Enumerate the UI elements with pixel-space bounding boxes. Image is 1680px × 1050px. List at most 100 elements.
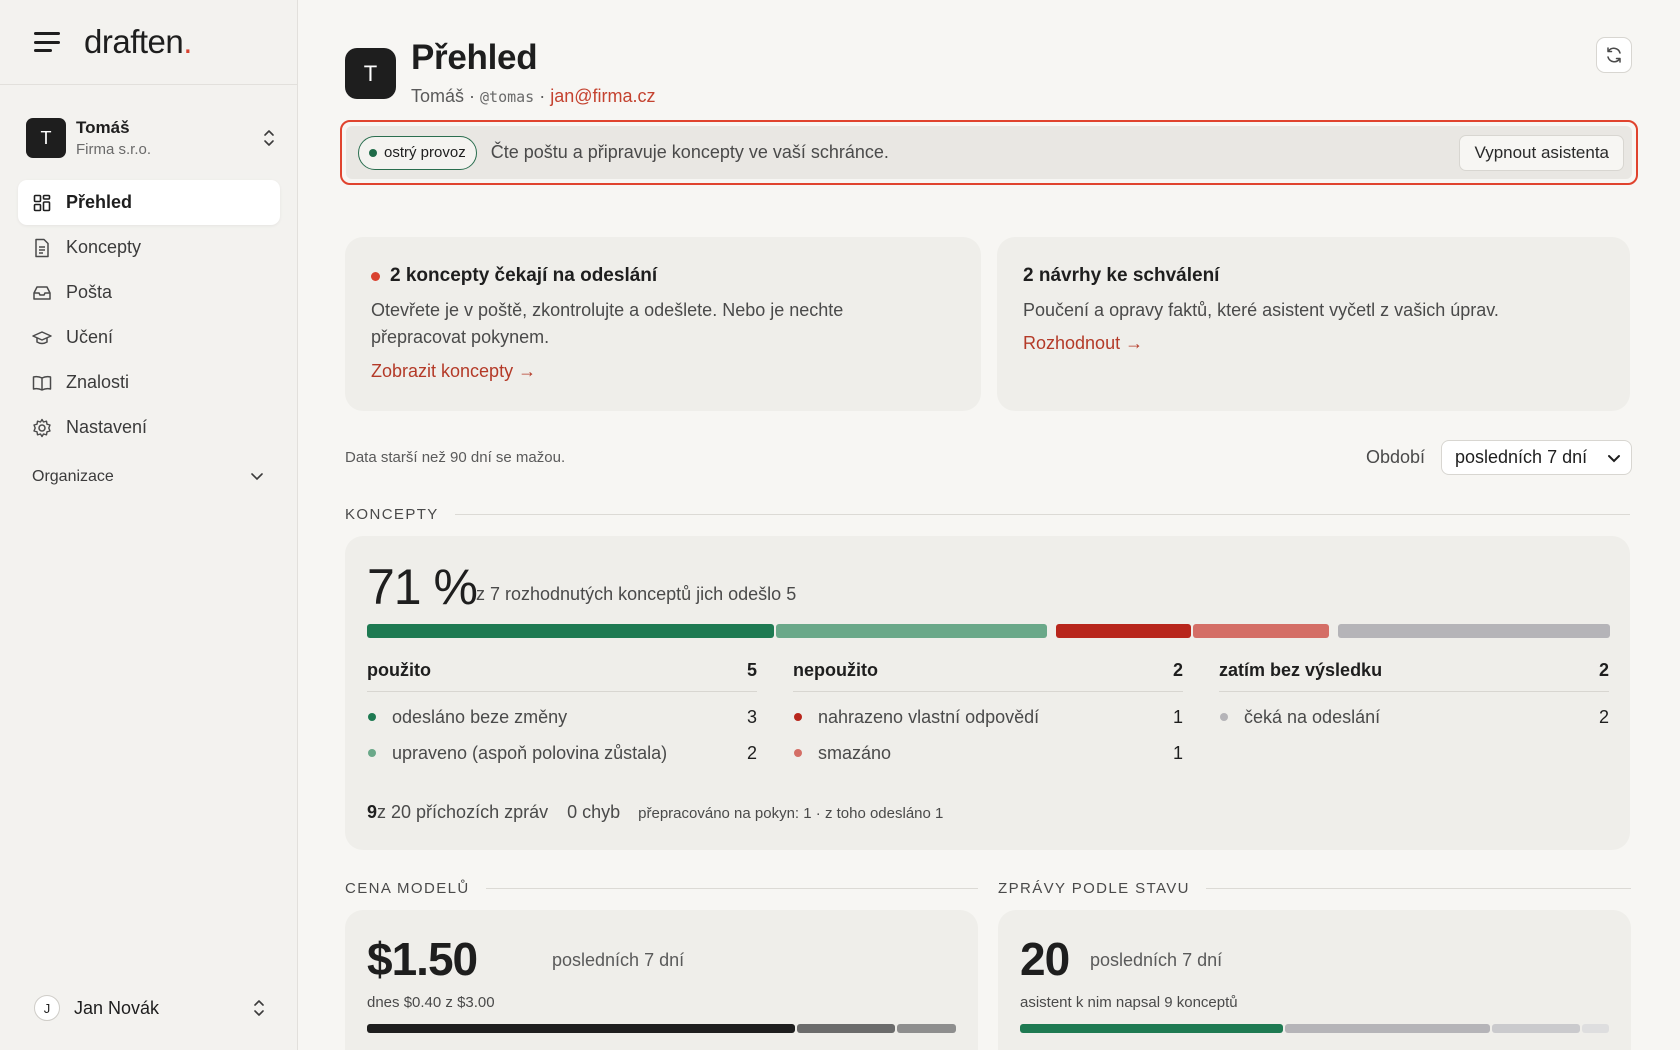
column-pouzito: použito 5 odesláno beze změny 3 upraveno (… bbox=[367, 660, 757, 764]
section-title: KONCEPTY bbox=[345, 506, 439, 523]
row-label: odesláno beze změny bbox=[392, 706, 568, 727]
chevron-down-icon bbox=[1608, 455, 1620, 463]
sidebar-item-prehled[interactable]: Přehled bbox=[18, 180, 280, 225]
book-icon bbox=[32, 373, 52, 393]
disable-assistant-button[interactable]: Vypnout asistenta bbox=[1459, 134, 1624, 171]
user-avatar: J bbox=[34, 995, 60, 1021]
column-header: nepoužito 2 bbox=[793, 660, 1183, 692]
row-label: nahrazeno vlastní odpovědí bbox=[818, 706, 1040, 727]
list-item: odesláno beze změny 3 bbox=[367, 706, 757, 728]
row-value: 1 bbox=[1172, 742, 1183, 763]
pending-drafts-card: 2 koncepty čekají na odeslání Otevřete j… bbox=[345, 237, 981, 411]
column-title: použito bbox=[367, 660, 431, 680]
row-label: čeká na odeslání bbox=[1244, 706, 1381, 727]
cost-period: posledních 7 dní bbox=[552, 950, 685, 970]
org-name: Tomáš bbox=[76, 118, 130, 137]
chevron-up-down-icon bbox=[254, 1000, 264, 1016]
header-avatar: T bbox=[345, 48, 396, 99]
proposals-card: 2 návrhy ke schválení Poučení a opravy f… bbox=[997, 237, 1630, 411]
cost-value: $1.50 bbox=[367, 933, 478, 985]
period-select[interactable]: posledních 7 dní bbox=[1441, 440, 1632, 475]
sidebar-item-znalosti[interactable]: Znalosti bbox=[18, 360, 280, 405]
show-drafts-link[interactable]: Zobrazit koncepty → bbox=[371, 361, 537, 381]
sidebar-nav: Přehled Koncepty Pošta Učení Znalosti Na… bbox=[18, 180, 280, 450]
list-item: upraveno (aspoň polovina zůstala) 2 bbox=[367, 742, 757, 764]
chevron-up-down-icon bbox=[264, 130, 274, 146]
messages-by-status-card: 20 posledních 7 dní asistent k nim napsa… bbox=[998, 910, 1631, 1050]
bar-segment-deleted bbox=[1193, 624, 1329, 638]
list-item: smazáno 1 bbox=[793, 742, 1183, 764]
row-value: 1 bbox=[1172, 706, 1183, 727]
organization-switcher[interactable]: T Tomáš Firma s.r.o. bbox=[26, 114, 276, 162]
column-nepouzito: nepoužito 2 nahrazeno vlastní odpovědí 1 s… bbox=[793, 660, 1183, 764]
sidebar-section-organizace[interactable]: Organizace bbox=[32, 468, 264, 486]
legend-dot bbox=[794, 713, 802, 721]
sidebar-item-label: Učení bbox=[66, 327, 114, 347]
column-count: 2 bbox=[1598, 660, 1609, 680]
pending-drafts-title: 2 koncepty čekají na odeslání bbox=[371, 265, 657, 287]
messages-value: 20 bbox=[1020, 933, 1070, 985]
logo[interactable]: draften. bbox=[84, 23, 192, 60]
bar-segment-pending bbox=[1338, 624, 1610, 638]
status-badge-label: ostrý provoz bbox=[384, 144, 466, 161]
sidebar-item-label: Nastavení bbox=[66, 417, 148, 437]
column-title: zatím bez výsledku bbox=[1219, 660, 1383, 680]
period-selected-value: posledních 7 dní bbox=[1455, 447, 1588, 467]
refresh-button[interactable] bbox=[1596, 37, 1632, 73]
sidebar-item-posta[interactable]: Pošta bbox=[18, 270, 280, 315]
legend-dot bbox=[368, 749, 376, 757]
account-subline: Tomáš · @tomas · jan@firma.cz bbox=[411, 86, 656, 107]
inbox-icon bbox=[32, 283, 52, 303]
sidebar-item-nastaveni[interactable]: Nastavení bbox=[18, 405, 280, 450]
messages-bar-other bbox=[1285, 1024, 1490, 1033]
bar-segment-edited bbox=[776, 624, 1047, 638]
user-name: Jan Novák bbox=[74, 997, 160, 1018]
legend-dot bbox=[368, 713, 376, 721]
column-title: nepoužito bbox=[793, 660, 878, 680]
column-zatim-bez-vysledku: zatím bez výsledku 2 čeká na odeslání 2 bbox=[1219, 660, 1609, 728]
sidebar-item-label: Pošta bbox=[66, 282, 113, 302]
retention-note: Data starší než 90 dní se mažou. bbox=[345, 449, 566, 466]
alert-dot bbox=[371, 271, 380, 281]
messages-period: posledních 7 dní bbox=[1090, 950, 1223, 970]
legend-dot bbox=[794, 749, 802, 757]
messages-bar-rest bbox=[1582, 1024, 1609, 1033]
chevron-down-icon bbox=[251, 473, 263, 481]
row-value: 2 bbox=[1598, 706, 1609, 727]
pending-drafts-desc: Otevřete je v poště, zkontrolujte a odeš… bbox=[371, 300, 844, 347]
cost-bar-mid bbox=[797, 1024, 895, 1033]
card-title-text: 2 koncepty čekají na odeslání bbox=[390, 265, 658, 286]
concepts-stacked-bar bbox=[367, 624, 1610, 638]
bar-segment-sent-unchanged bbox=[367, 624, 774, 638]
hamburger-menu-icon[interactable] bbox=[34, 32, 60, 52]
list-item: nahrazeno vlastní odpovědí 1 bbox=[793, 706, 1183, 728]
user-switcher[interactable]: J Jan Novák bbox=[34, 994, 266, 1022]
cost-today: dnes $0.40 z $3.00 bbox=[367, 994, 495, 1011]
concepts-card: 71 % z 7 rozhodnutých konceptů jich odeš… bbox=[345, 536, 1630, 850]
section-zpravy-podle-stavu: ZPRÁVY PODLE STAVU bbox=[998, 880, 1631, 897]
sidebar-item-label: Znalosti bbox=[66, 372, 130, 392]
incoming-text: z 20 příchozích zpráv bbox=[377, 802, 549, 822]
messages-bar bbox=[1020, 1024, 1609, 1033]
status-text: Čte poštu a připravuje koncepty ve vaší … bbox=[490, 142, 889, 162]
section-cena-modelu: CENA MODELŮ bbox=[345, 880, 978, 897]
decide-link[interactable]: Rozhodnout → bbox=[1023, 333, 1144, 353]
messages-bar-drafted bbox=[1020, 1024, 1283, 1033]
processed-count: 9 bbox=[367, 802, 378, 822]
concepts-summary: z 7 rozhodnutých konceptů jich odešlo 5 bbox=[476, 584, 797, 604]
status-badge: ostrý provoz bbox=[358, 135, 477, 170]
messages-bar-ignored bbox=[1492, 1024, 1580, 1033]
bar-segment-replaced bbox=[1056, 624, 1191, 638]
section-label: Organizace bbox=[32, 468, 114, 485]
sidebar-item-uceni[interactable]: Učení bbox=[18, 315, 280, 360]
reworked-text: přepracováno na pokyn: 1 · z toho odeslá… bbox=[638, 805, 944, 822]
sidebar-item-label: Koncepty bbox=[66, 237, 142, 257]
separator: · bbox=[464, 86, 481, 106]
sidebar-item-label: Přehled bbox=[66, 192, 133, 212]
gear-icon bbox=[32, 418, 52, 438]
account-email[interactable]: jan@firma.cz bbox=[550, 86, 656, 106]
sidebar-item-koncepty[interactable]: Koncepty bbox=[18, 225, 280, 270]
messages-sub: asistent k nim napsal 9 konceptů bbox=[1020, 994, 1238, 1011]
period-label: Období bbox=[1366, 447, 1426, 467]
model-cost-card: $1.50 posledních 7 dní dnes $0.40 z $3.0… bbox=[345, 910, 978, 1050]
